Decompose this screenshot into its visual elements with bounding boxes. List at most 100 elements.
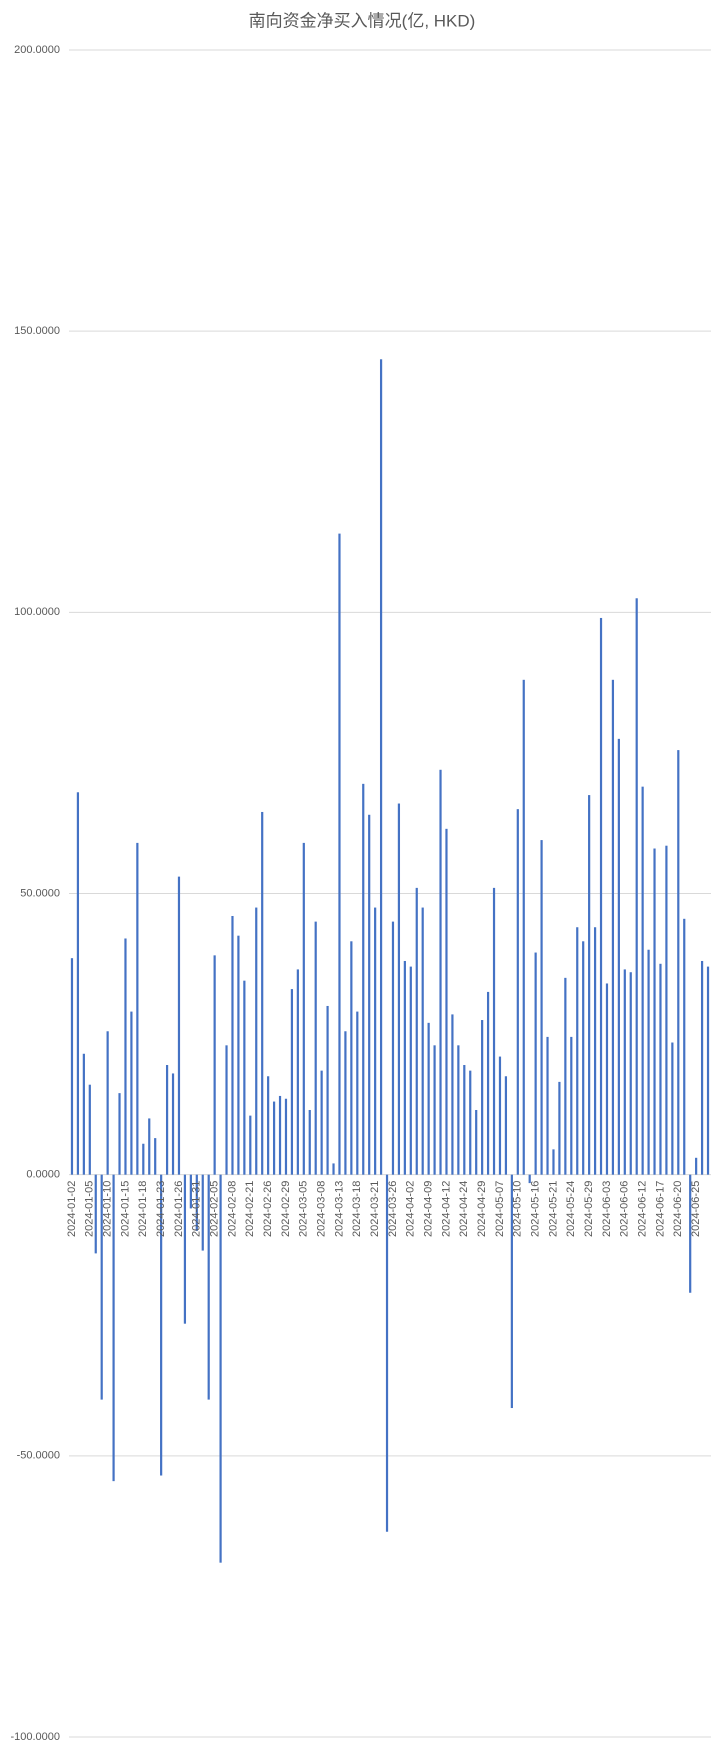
bar xyxy=(528,1174,531,1184)
bar xyxy=(308,1109,311,1175)
x-tick-label: 2024-05-21 xyxy=(547,1181,559,1237)
bar xyxy=(249,1115,252,1175)
x-tick-label: 2024-03-13 xyxy=(333,1181,345,1237)
bar xyxy=(356,1011,359,1175)
bar xyxy=(344,1031,347,1175)
bar xyxy=(207,1174,210,1400)
bar xyxy=(183,1174,187,1324)
bar xyxy=(385,1174,389,1532)
bar xyxy=(255,907,258,1175)
bar xyxy=(534,952,537,1175)
bar xyxy=(124,938,127,1175)
bar xyxy=(611,679,615,1175)
bar xyxy=(267,1076,270,1175)
bar xyxy=(243,980,246,1175)
bar xyxy=(362,783,365,1175)
bar xyxy=(136,842,139,1175)
bar xyxy=(219,1174,222,1563)
y-tick-label: 100.0000 xyxy=(14,606,60,618)
bar xyxy=(427,1022,430,1175)
x-tick-label: 2024-06-25 xyxy=(690,1181,702,1237)
bar xyxy=(588,795,591,1175)
bar xyxy=(201,1174,204,1251)
bar xyxy=(338,533,341,1175)
chart-title: 南向资金净买入情况(亿, HKD) xyxy=(249,11,476,30)
x-tick-label: 2024-06-17 xyxy=(654,1181,666,1237)
bar xyxy=(486,991,490,1175)
x-tick-label: 2024-06-06 xyxy=(619,1181,631,1237)
bar xyxy=(237,935,240,1175)
bar xyxy=(558,1081,561,1175)
bar xyxy=(177,876,181,1175)
bar xyxy=(706,966,710,1175)
x-tick-label: 2024-03-05 xyxy=(298,1181,310,1237)
bar xyxy=(689,1174,692,1293)
bar xyxy=(695,1157,698,1175)
bar xyxy=(570,1036,573,1175)
bar xyxy=(671,1042,674,1175)
bar xyxy=(302,842,305,1175)
x-tick-label: 2024-01-23 xyxy=(155,1181,167,1237)
bar xyxy=(445,828,448,1175)
x-tick-label: 2024-06-20 xyxy=(672,1181,684,1237)
x-tick-label: 2024-06-03 xyxy=(601,1181,613,1237)
bar xyxy=(504,1076,508,1175)
x-tick-label: 2024-03-21 xyxy=(369,1181,381,1237)
bar xyxy=(439,769,442,1175)
y-tick-label: 150.0000 xyxy=(14,325,60,337)
bar xyxy=(332,1163,335,1175)
x-tick-label: 2024-05-29 xyxy=(583,1181,595,1237)
x-tick-label: 2024-03-08 xyxy=(316,1181,328,1237)
x-tick-label: 2024-01-05 xyxy=(84,1181,96,1237)
x-tick-label: 2024-02-21 xyxy=(244,1181,256,1237)
bar xyxy=(475,1109,478,1175)
bar xyxy=(326,1005,329,1175)
bar xyxy=(148,1118,151,1175)
bar xyxy=(677,750,680,1175)
bar xyxy=(623,969,626,1175)
bar xyxy=(320,1070,323,1175)
x-tick-label: 2024-01-31 xyxy=(191,1181,203,1237)
x-tick-label: 2024-06-12 xyxy=(637,1181,649,1237)
x-tick-label: 2024-01-02 xyxy=(66,1181,78,1237)
x-tick-label: 2024-05-16 xyxy=(530,1181,542,1237)
bar xyxy=(171,1073,175,1175)
bar xyxy=(683,918,686,1175)
bar xyxy=(130,1011,133,1175)
y-tick-label: 200.0000 xyxy=(14,44,60,56)
bar xyxy=(653,848,656,1175)
bar xyxy=(629,972,632,1175)
bar xyxy=(700,960,704,1175)
bar xyxy=(261,811,264,1175)
bar xyxy=(457,1045,460,1175)
bar xyxy=(451,1014,454,1175)
bar xyxy=(76,792,80,1175)
bar xyxy=(582,941,585,1175)
bar xyxy=(231,915,234,1175)
bar xyxy=(647,949,650,1175)
bar xyxy=(617,738,620,1175)
bar xyxy=(665,845,668,1175)
bar xyxy=(421,907,424,1175)
x-tick-label: 2024-02-29 xyxy=(280,1181,292,1237)
bar xyxy=(88,1084,91,1175)
x-tick-label: 2024-02-05 xyxy=(209,1181,221,1237)
bar xyxy=(225,1045,228,1175)
bar xyxy=(469,1070,472,1175)
bar xyxy=(296,969,299,1175)
bar xyxy=(278,1095,282,1175)
bar xyxy=(599,617,603,1175)
bar xyxy=(481,1020,484,1175)
x-tick-label: 2024-01-10 xyxy=(102,1181,114,1237)
bar xyxy=(522,679,525,1175)
x-tick-label: 2024-02-26 xyxy=(262,1181,274,1237)
bar xyxy=(379,359,383,1175)
bar xyxy=(154,1138,157,1175)
bar xyxy=(195,1174,198,1231)
bar xyxy=(605,983,609,1175)
bar xyxy=(272,1101,276,1175)
bar xyxy=(397,803,401,1175)
bar xyxy=(189,1174,192,1209)
bar xyxy=(100,1174,103,1400)
